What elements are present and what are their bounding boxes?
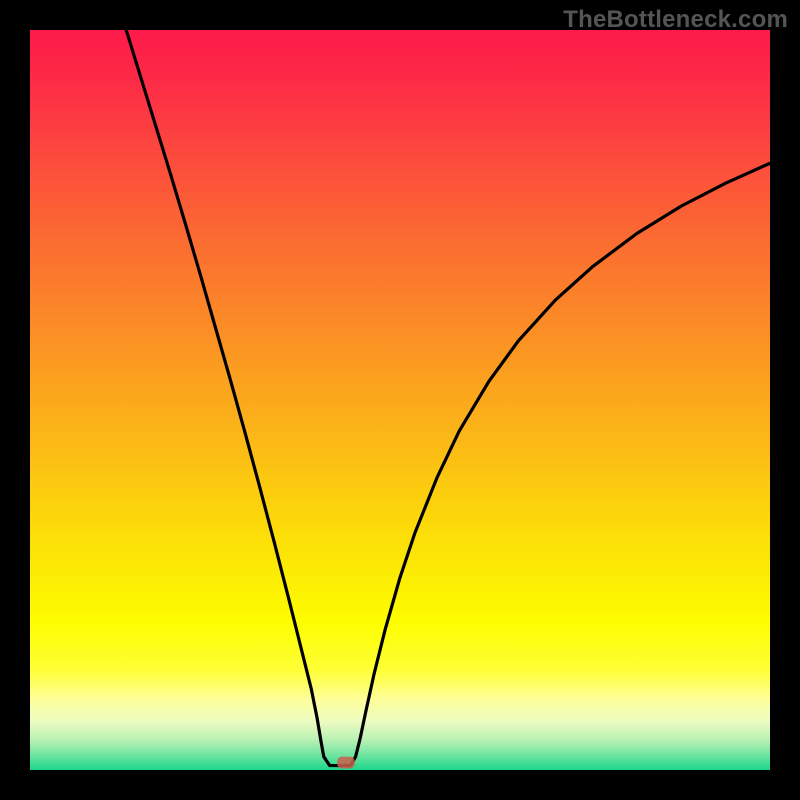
minimum-marker xyxy=(337,757,355,769)
chart-gradient-background xyxy=(30,30,770,770)
watermark-text: TheBottleneck.com xyxy=(563,6,788,34)
bottleneck-chart xyxy=(0,0,800,800)
